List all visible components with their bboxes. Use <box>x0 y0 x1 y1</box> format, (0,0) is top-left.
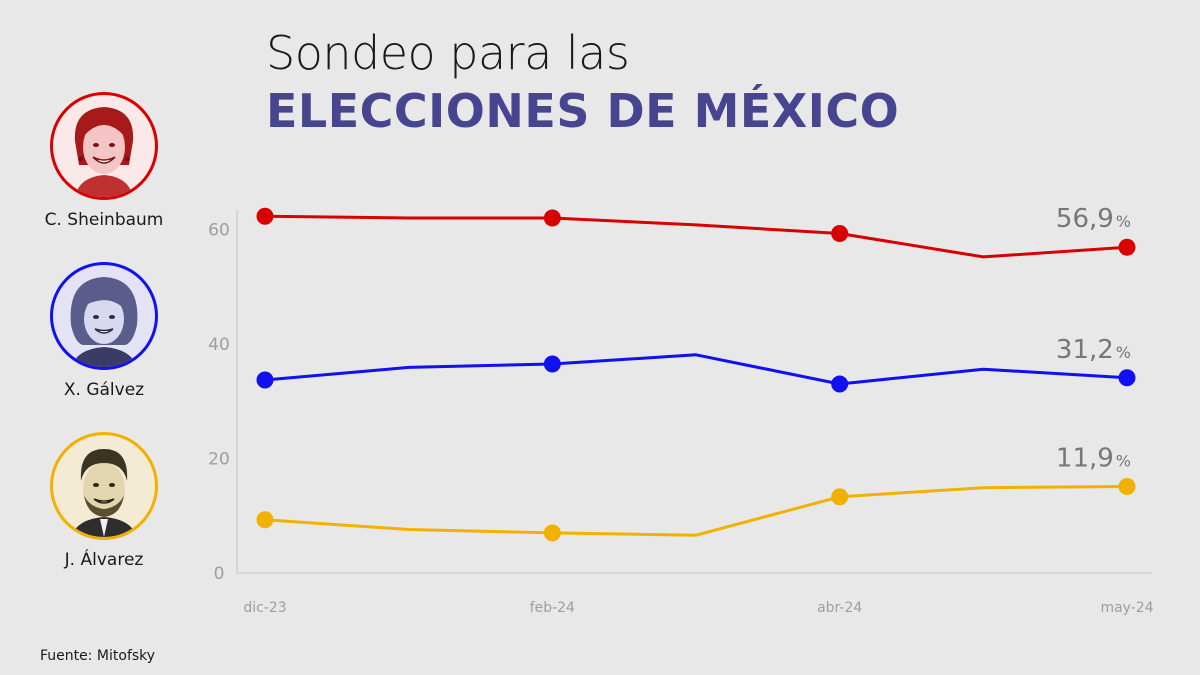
y-tick-labels: 0 20 40 60 <box>208 220 230 584</box>
source-note: Fuente: Mitofsky <box>40 648 156 664</box>
galvez-portrait-icon <box>70 277 138 367</box>
x-tick-label: may-24 <box>1100 600 1153 616</box>
series-line-2 <box>263 485 1129 537</box>
series-line-1 <box>263 353 1129 386</box>
end-value-label: 56,9% <box>1056 204 1131 234</box>
series-point-1 <box>256 371 274 389</box>
series-point-2 <box>831 488 849 506</box>
x-tick-label: abr-24 <box>817 600 862 616</box>
y-tick-label: 60 <box>208 220 230 240</box>
series-point-1 <box>831 375 849 393</box>
candidate-name: C. Sheinbaum <box>44 210 164 230</box>
title-line-2: ELECCIONES DE MÉXICO <box>266 84 900 138</box>
series-point-0 <box>543 209 561 227</box>
end-value-label: 31,2% <box>1056 335 1131 365</box>
candidate-name: X. Gálvez <box>63 380 145 400</box>
series-line-0 <box>263 214 1129 259</box>
candidate-galvez: X. Gálvez <box>24 262 184 400</box>
series-point-0 <box>831 224 849 242</box>
candidate-sheinbaum: C. Sheinbaum <box>24 92 184 230</box>
portrait-alvarez <box>50 432 158 540</box>
series-point-2 <box>543 524 561 542</box>
x-tick-labels: dic-23 feb-24 abr-24 may-24 <box>243 600 1153 616</box>
series-layer <box>256 207 1136 542</box>
x-tick-label: dic-23 <box>243 600 286 616</box>
portrait-sheinbaum <box>50 92 158 200</box>
y-tick-label: 0 <box>214 564 225 584</box>
series-point-2 <box>256 511 274 529</box>
alvarez-portrait-icon <box>71 449 137 537</box>
series-point-1 <box>1118 369 1136 387</box>
series-point-0 <box>256 207 274 225</box>
y-tick-label: 20 <box>208 449 230 469</box>
end-value-label: 11,9% <box>1056 444 1131 474</box>
title-line-1: Sondeo para las <box>266 26 630 80</box>
end-value-labels: 56,9 % 31,2 % 11,9% <box>1056 204 1131 473</box>
y-tick-label: 40 <box>208 335 230 355</box>
candidate-name: J. Álvarez <box>64 550 144 570</box>
x-tick-label: feb-24 <box>530 600 575 616</box>
sheinbaum-portrait-icon <box>74 107 134 197</box>
candidate-alvarez: J. Álvarez <box>24 432 184 570</box>
series-point-0 <box>1118 238 1136 256</box>
series-point-1 <box>543 355 561 373</box>
series-point-2 <box>1118 478 1136 496</box>
portrait-galvez <box>50 262 158 370</box>
